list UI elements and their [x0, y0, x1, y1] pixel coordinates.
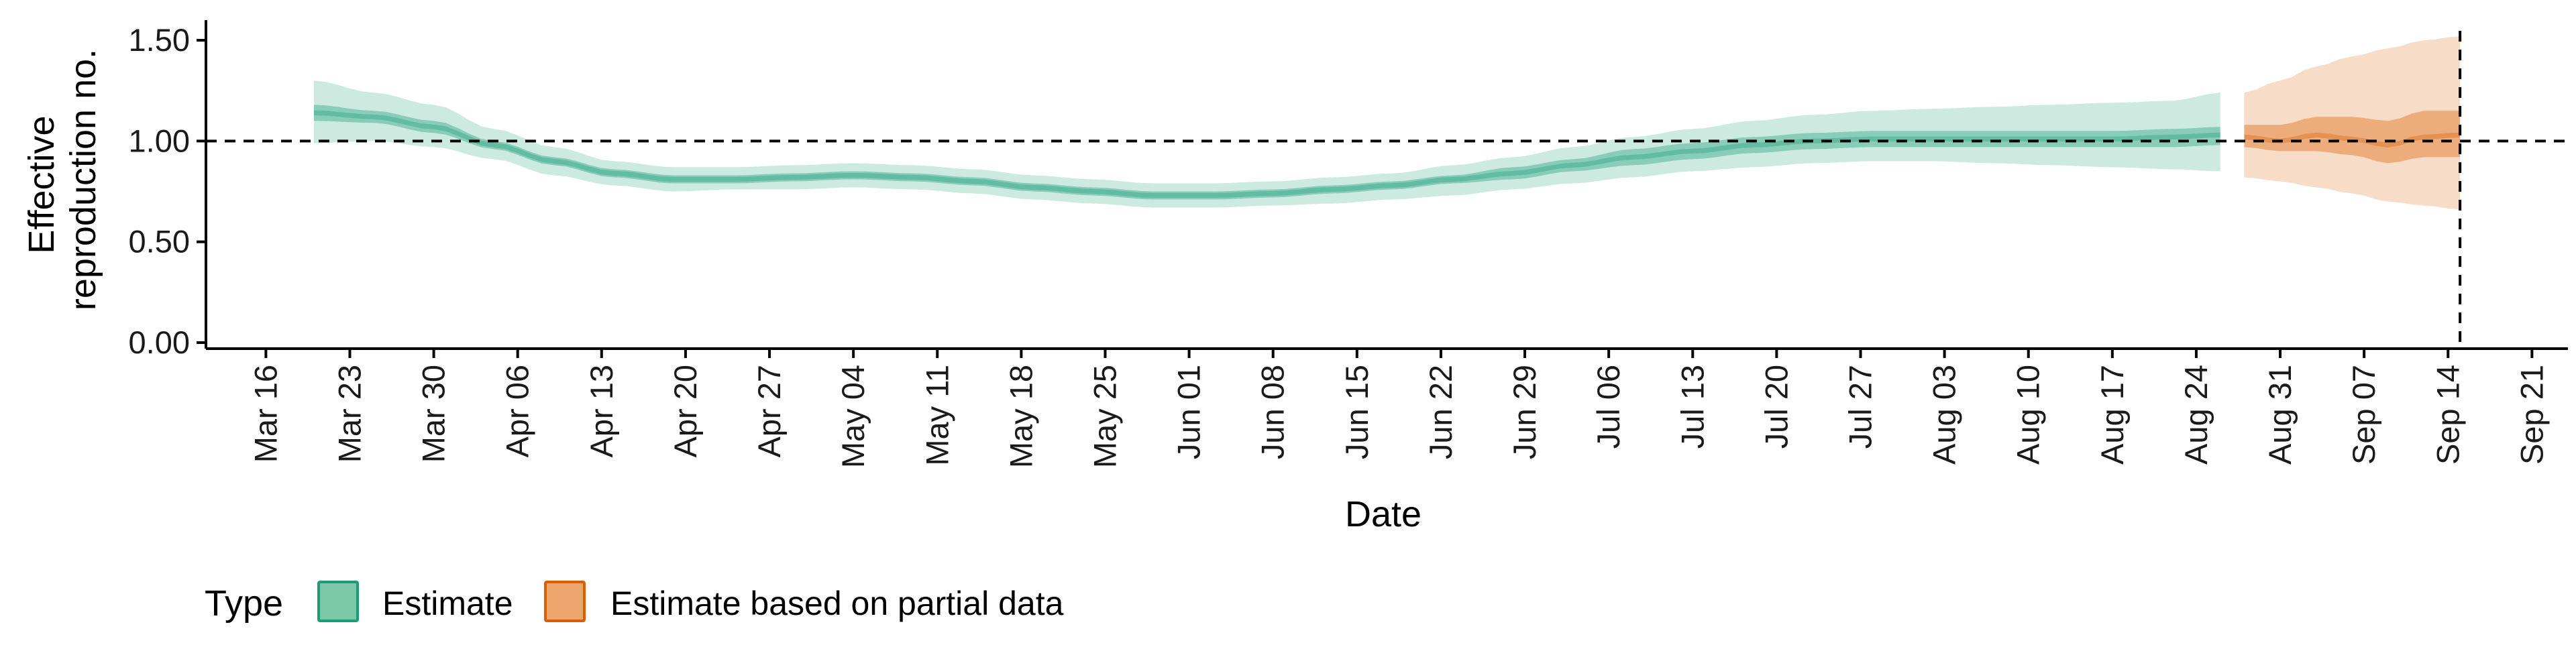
series-estimate	[313, 80, 2220, 208]
x-tick-label: Mar 16	[248, 365, 283, 463]
x-tick-label: Aug 03	[1927, 365, 1962, 465]
x-tick-label: Sep 07	[2346, 365, 2381, 465]
x-tick-label: Jun 01	[1171, 365, 1207, 459]
x-tick-label: Apr 06	[500, 365, 535, 457]
x-tick-label: Jun 29	[1507, 365, 1542, 459]
y-tick-label: 1.50	[129, 22, 190, 58]
x-tick-label: May 18	[1003, 365, 1038, 468]
x-tick-label: Apr 13	[584, 365, 619, 457]
x-tick-label: Jul 06	[1591, 365, 1626, 449]
x-tick-label: Aug 31	[2262, 365, 2298, 465]
x-tick-label: Sep 21	[2514, 365, 2549, 465]
x-tick-label: Mar 23	[332, 365, 368, 463]
y-axis-ticks: 0.00 0.50 1.00 1.50	[129, 22, 206, 360]
x-tick-label: Mar 30	[416, 365, 451, 463]
band-90-partial	[2244, 36, 2461, 210]
x-tick-label: Jun 22	[1423, 365, 1458, 459]
legend-title: Type	[205, 583, 283, 624]
x-tick-label: May 25	[1087, 365, 1123, 468]
reference-lines	[206, 31, 2568, 349]
x-axis-ticks: Mar 16 Mar 23 Mar 30 Apr 06 Apr 13 Apr 20 Apr …	[248, 349, 2549, 468]
y-tick-label: 1.00	[129, 123, 190, 158]
median-band-estimate	[313, 110, 2220, 198]
x-tick-label: Jun 08	[1255, 365, 1291, 459]
axes	[205, 20, 2568, 350]
band-50-estimate	[313, 105, 2220, 200]
x-tick-label: Jul 13	[1674, 365, 1710, 449]
x-tick-label: Jul 27	[1843, 365, 1878, 449]
legend: Type Estimate Estimate based on partial …	[205, 581, 1064, 624]
y-axis-title-line-2: reproduction no.	[63, 49, 103, 310]
x-tick-label: Apr 20	[667, 365, 703, 457]
x-tick-label: Apr 27	[751, 365, 787, 457]
x-tick-label: Jun 15	[1339, 365, 1375, 459]
y-axis-title-line-1: Effective	[21, 115, 62, 253]
legend-label-estimate: Estimate	[382, 585, 513, 622]
series-partial	[2244, 36, 2461, 210]
x-tick-label: Aug 10	[2010, 365, 2046, 465]
band-50-partial	[2244, 111, 2461, 164]
x-tick-label: Aug 17	[2094, 365, 2130, 465]
x-tick-label: May 11	[919, 365, 955, 466]
band-90-estimate	[313, 80, 2220, 208]
legend-swatch-partial	[544, 581, 586, 622]
legend-label-partial: Estimate based on partial data	[610, 585, 1064, 622]
x-tick-label: Sep 14	[2430, 365, 2465, 465]
x-tick-label: Jul 20	[1758, 365, 1794, 449]
x-tick-label: Aug 24	[2178, 365, 2214, 465]
y-tick-label: 0.00	[129, 325, 190, 360]
x-tick-label: May 04	[835, 365, 871, 468]
legend-swatch-estimate	[317, 581, 359, 622]
x-axis-title: Date	[1345, 494, 1421, 534]
y-axis-title: Effective reproduction no.	[21, 49, 103, 310]
bands-layer	[313, 36, 2461, 210]
y-tick-label: 0.50	[129, 224, 190, 259]
